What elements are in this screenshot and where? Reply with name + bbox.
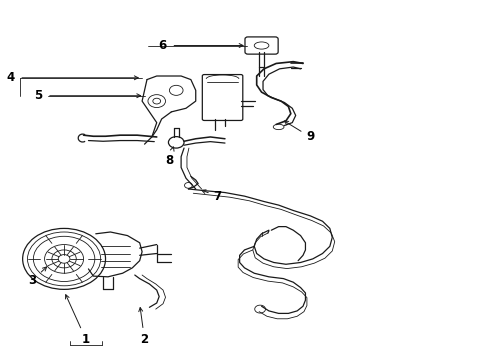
Text: 8: 8 — [164, 147, 174, 167]
Text: 3: 3 — [28, 267, 46, 287]
Text: 7: 7 — [202, 190, 221, 203]
Text: 2: 2 — [139, 307, 148, 346]
Text: 9: 9 — [284, 121, 314, 144]
Text: 4: 4 — [6, 71, 14, 84]
Text: 1: 1 — [65, 295, 90, 346]
Text: 6: 6 — [158, 39, 166, 52]
Text: 5: 5 — [34, 89, 42, 102]
